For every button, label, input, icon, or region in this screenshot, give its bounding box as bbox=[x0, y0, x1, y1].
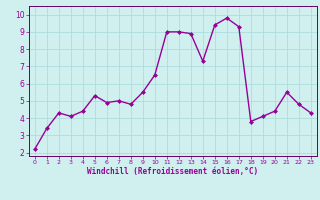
X-axis label: Windchill (Refroidissement éolien,°C): Windchill (Refroidissement éolien,°C) bbox=[87, 167, 258, 176]
